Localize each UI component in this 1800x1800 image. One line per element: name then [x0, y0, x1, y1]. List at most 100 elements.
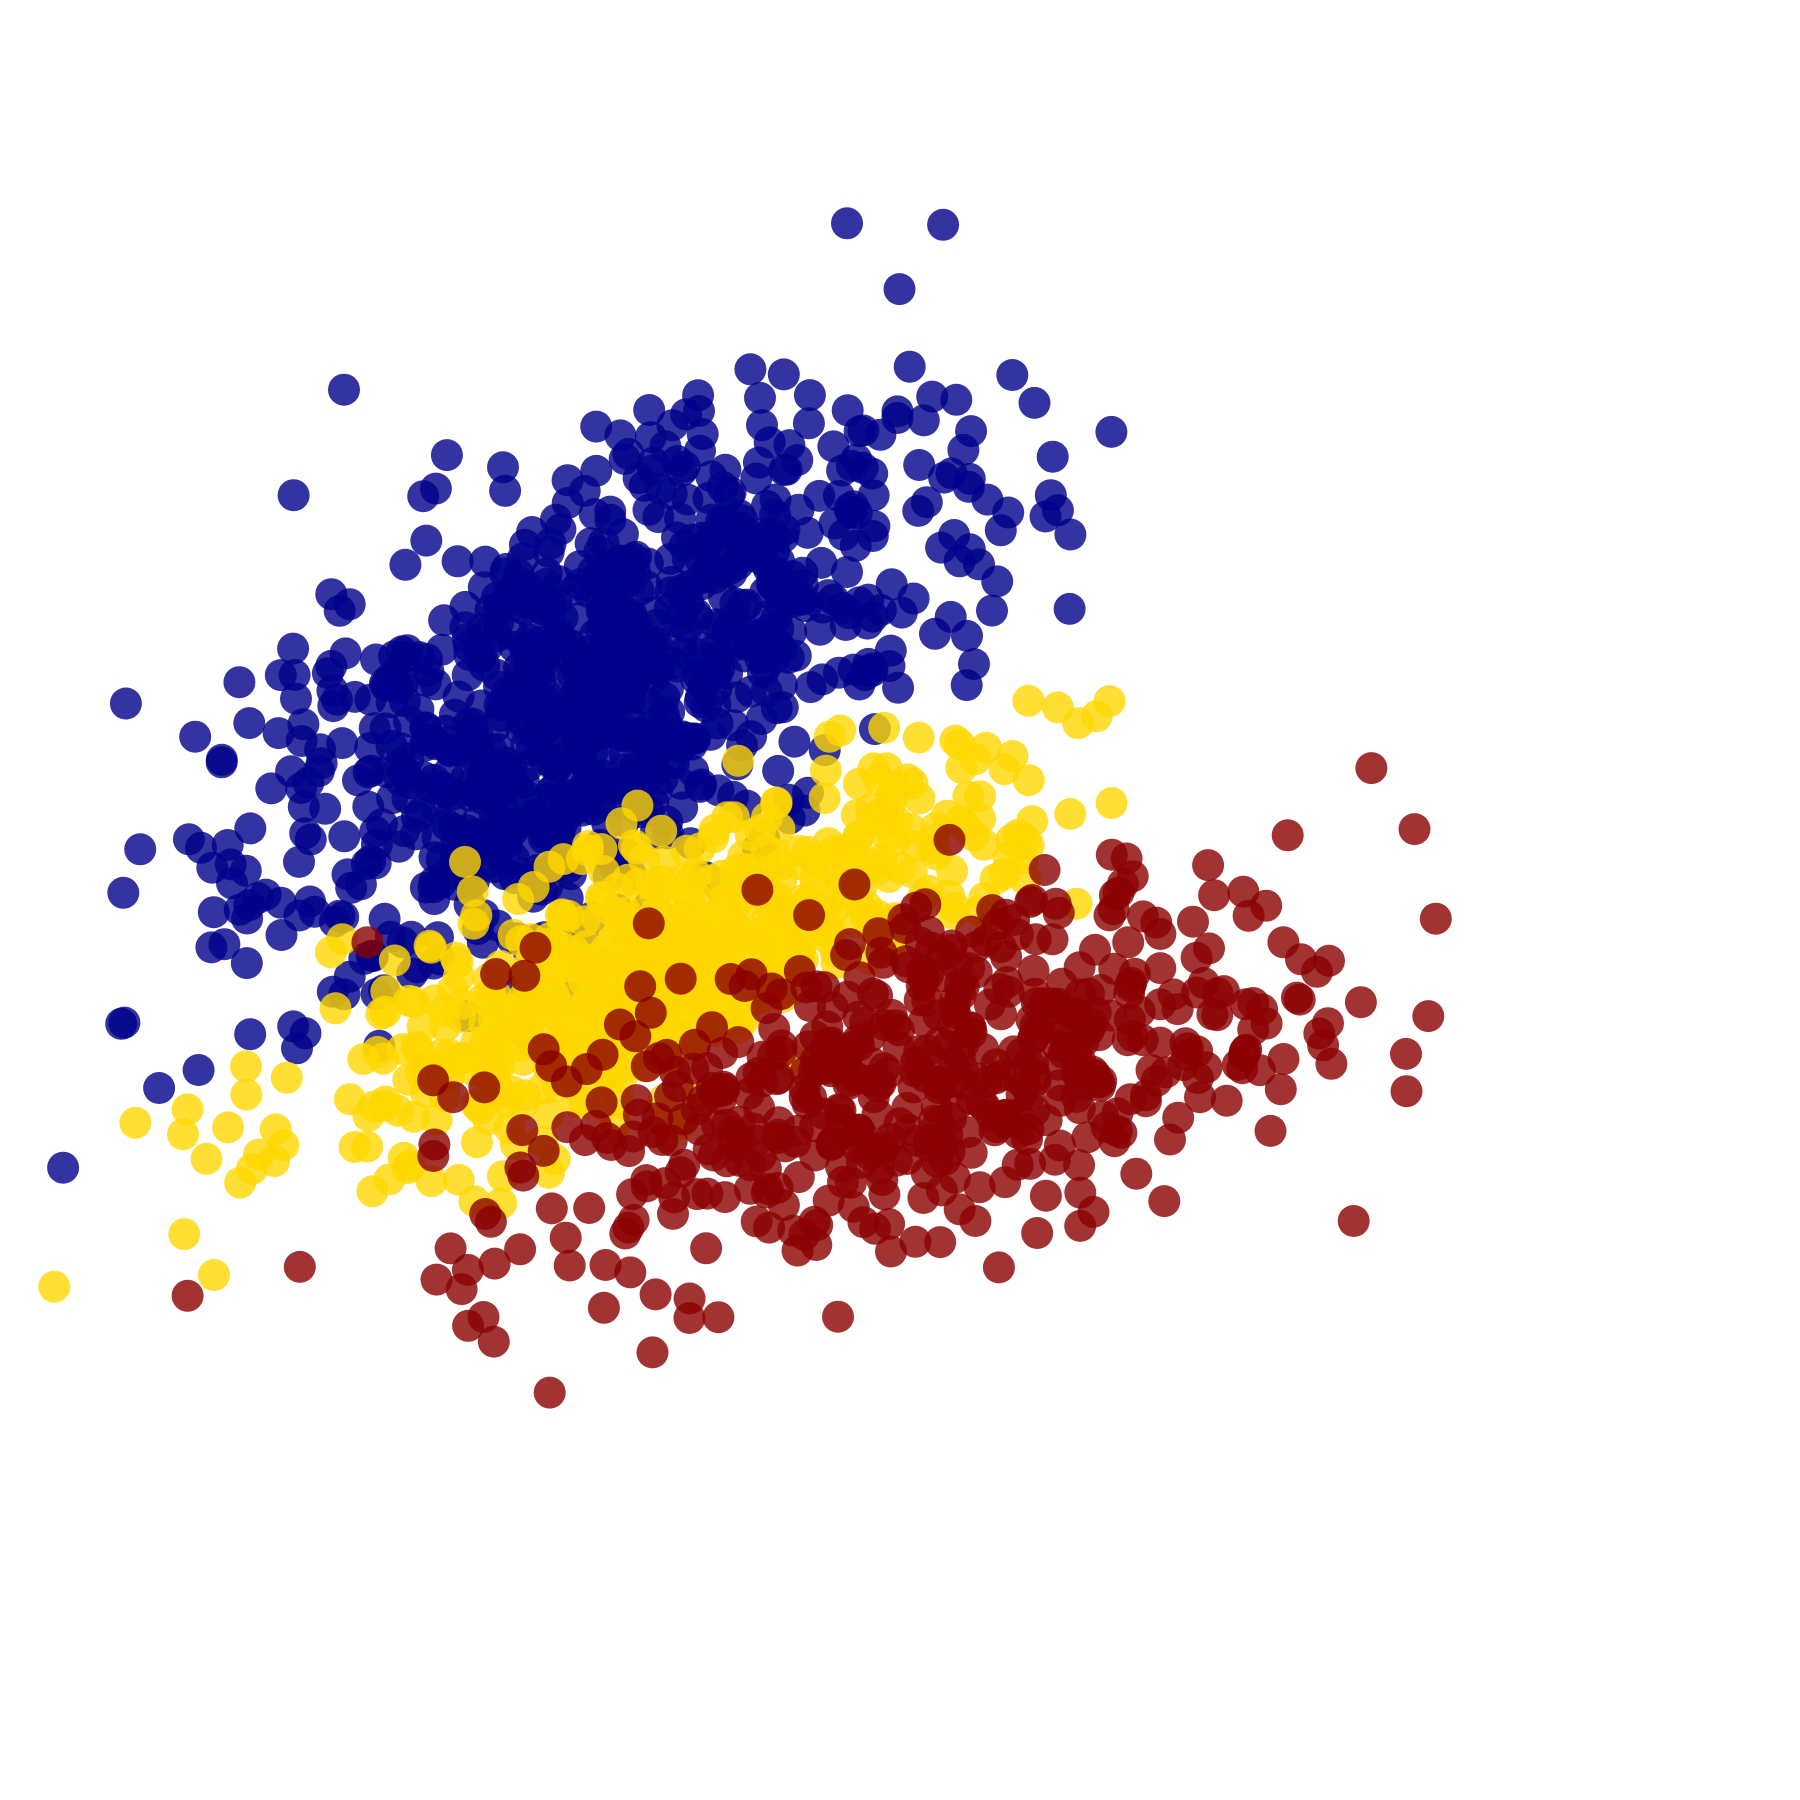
yellow-point: [738, 923, 771, 956]
red-point: [1097, 893, 1130, 926]
yellow-point: [878, 825, 911, 858]
yellow-point: [546, 898, 579, 931]
red-point: [616, 1178, 649, 1211]
blue-point: [524, 642, 557, 675]
blue-point: [793, 379, 826, 412]
yellow-point: [198, 1259, 230, 1291]
yellow-point: [744, 814, 777, 846]
red-point: [716, 1116, 749, 1149]
blue-point: [881, 395, 914, 428]
red-point: [1114, 1083, 1147, 1116]
red-point: [905, 969, 938, 1002]
red-point: [1110, 842, 1143, 875]
blue-point: [462, 733, 495, 765]
blue-point: [287, 708, 320, 741]
yellow-point: [414, 931, 447, 964]
blue-point: [425, 866, 457, 899]
blue-point: [488, 821, 520, 854]
red-point: [722, 1026, 755, 1059]
blue-point: [328, 820, 361, 853]
yellow-point: [502, 883, 535, 915]
red-point: [646, 1124, 679, 1156]
red-point: [1390, 1037, 1422, 1070]
blue-point: [172, 823, 205, 856]
red-point: [478, 1247, 511, 1280]
red-point: [983, 972, 1016, 1005]
blue-point: [634, 421, 667, 454]
blue-point: [487, 451, 519, 484]
blue-point: [389, 548, 422, 581]
red-point: [586, 1038, 619, 1071]
red-point: [283, 1250, 316, 1283]
red-point: [507, 1159, 540, 1192]
blue-point: [516, 803, 549, 836]
yellow-point: [382, 1094, 414, 1127]
blue-point: [753, 426, 786, 459]
blue-point: [927, 208, 960, 241]
yellow-point: [650, 938, 683, 971]
red-point: [783, 955, 816, 987]
blue-point: [287, 790, 320, 823]
yellow-point: [167, 1118, 199, 1151]
blue-point: [744, 381, 776, 414]
red-point: [1016, 1023, 1049, 1056]
blue-point: [634, 625, 667, 657]
yellow-point: [938, 891, 971, 924]
red-point: [1412, 1000, 1445, 1033]
yellow-point: [230, 1078, 263, 1111]
red-point: [907, 1182, 940, 1214]
blue-point: [903, 449, 936, 481]
red-point: [445, 1273, 478, 1306]
blue-point: [402, 693, 435, 726]
blue-point: [734, 675, 767, 708]
yellow-point: [488, 1002, 521, 1035]
blue-point: [407, 480, 440, 513]
yellow-point: [722, 744, 755, 777]
red-point: [1148, 1185, 1181, 1218]
blue-point: [631, 547, 664, 580]
blue-point: [328, 373, 360, 406]
red-point: [702, 1301, 735, 1334]
red-point: [614, 1256, 647, 1289]
blue-point: [143, 1072, 176, 1104]
blue-point: [545, 623, 578, 656]
blue-point: [583, 535, 616, 568]
blue-point: [734, 353, 767, 386]
blue-point: [704, 609, 737, 642]
red-point: [468, 1071, 501, 1104]
red-point: [1042, 896, 1075, 929]
red-point: [535, 1192, 568, 1225]
red-point: [989, 1166, 1022, 1199]
blue-point: [661, 650, 694, 683]
blue-point: [731, 615, 764, 648]
blue-point: [843, 415, 876, 448]
yellow-point: [902, 721, 935, 754]
blue-point: [355, 754, 388, 787]
red-point: [1021, 1217, 1054, 1249]
yellow-point: [444, 1000, 477, 1033]
yellow-point: [442, 1163, 475, 1196]
blue-point: [410, 524, 443, 557]
yellow-point: [369, 995, 402, 1028]
red-point: [1123, 995, 1156, 1028]
red-point: [477, 1325, 510, 1358]
red-point: [420, 1263, 453, 1296]
yellow-point: [645, 814, 678, 847]
red-point: [1038, 1143, 1071, 1176]
red-point: [891, 1091, 924, 1124]
yellow-point: [1080, 700, 1113, 733]
red-point: [899, 1225, 932, 1258]
red-point: [1398, 813, 1431, 846]
yellow-point: [351, 1130, 384, 1163]
blue-point: [281, 1032, 313, 1065]
yellow-point: [808, 782, 841, 815]
blue-point: [234, 1018, 267, 1051]
red-point: [1283, 983, 1316, 1016]
red-point: [589, 1249, 622, 1281]
red-point: [519, 931, 552, 964]
red-point: [418, 1128, 451, 1161]
blue-point: [265, 919, 298, 951]
blue-point: [1053, 592, 1086, 625]
red-point: [527, 1134, 560, 1167]
blue-point: [585, 566, 618, 599]
